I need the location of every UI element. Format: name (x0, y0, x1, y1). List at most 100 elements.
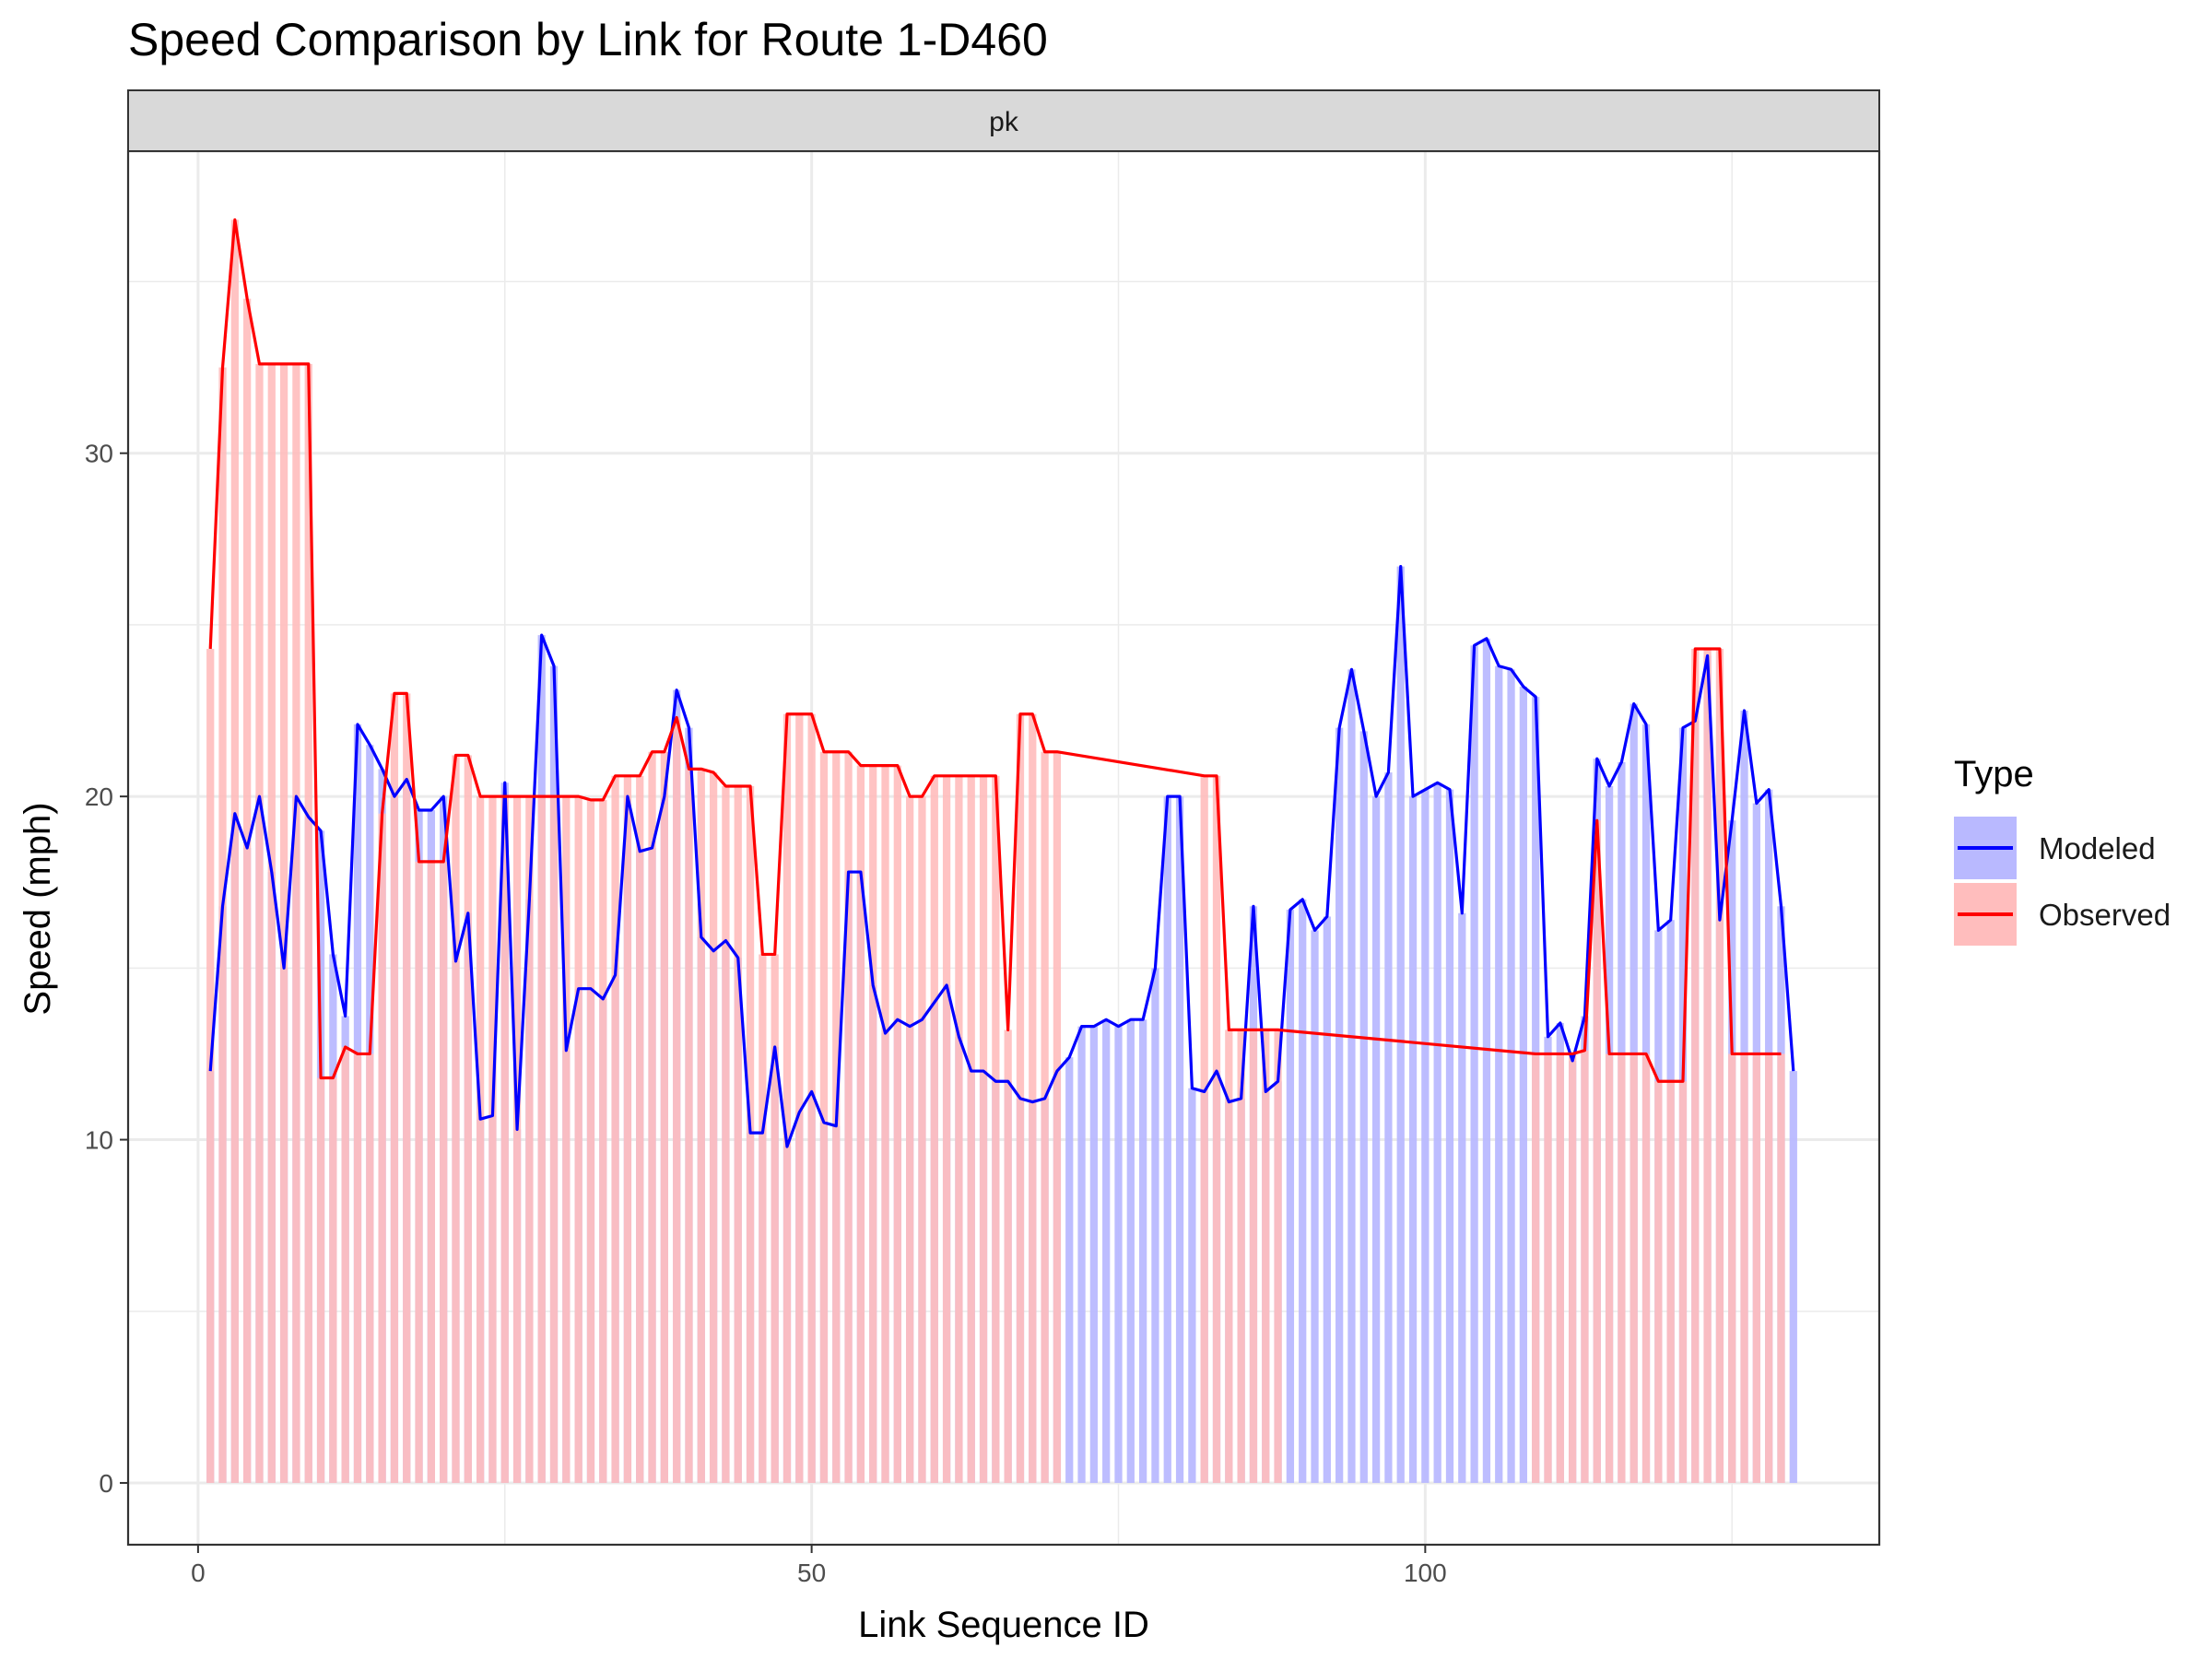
series-lines (208, 218, 1795, 1148)
observed-bar (427, 861, 435, 1483)
observed-bar (942, 775, 951, 1483)
y-axis-ticks: 0 10 20 30 (85, 440, 128, 1498)
observed-bar (918, 796, 926, 1483)
observed-bar (562, 796, 571, 1483)
observed-bar (1544, 1053, 1552, 1483)
observed-bar (1605, 1053, 1614, 1483)
modeled-bar (1151, 968, 1159, 1483)
observed-bar (403, 693, 411, 1483)
observed-bar (967, 775, 975, 1483)
observed-bar (1262, 1030, 1270, 1483)
observed-bar (660, 751, 668, 1483)
observed-bar (1715, 649, 1724, 1483)
modeled-bar (1458, 912, 1466, 1483)
modeled-bar (1396, 566, 1405, 1483)
legend-key-observed (1954, 883, 2017, 946)
modeled-bar (1408, 796, 1418, 1483)
observed-bar (844, 751, 853, 1483)
observed-bar (329, 1077, 337, 1483)
observed-bar (549, 796, 559, 1483)
observed-bar (452, 755, 460, 1483)
observed-bar (795, 713, 804, 1483)
modeled-bar (1299, 899, 1307, 1483)
observed-bar (1678, 1081, 1688, 1483)
observed-bar (574, 796, 582, 1483)
modeled-bar (1138, 1019, 1147, 1483)
observed-bar (255, 363, 264, 1483)
observed-bar (1581, 1050, 1589, 1483)
modeled-bar (1445, 789, 1454, 1483)
observed-bar (1212, 775, 1221, 1483)
observed-bar (893, 765, 901, 1483)
modeled-bar (1102, 1019, 1111, 1483)
legend-item-observed: Observed (1954, 883, 2212, 947)
observed-bar (1532, 1053, 1540, 1483)
modeled-bar (1335, 727, 1344, 1483)
observed-bar (623, 775, 632, 1483)
observed-bar (819, 751, 829, 1483)
observed-bar (979, 775, 988, 1483)
observed-bar (1593, 820, 1601, 1483)
chart-title: Speed Comparison by Link for Route 1-D46… (128, 14, 1048, 65)
observed-bar (1630, 1053, 1638, 1483)
observed-bar (1237, 1030, 1245, 1483)
modeled-bar (1077, 1026, 1086, 1483)
x-tick-label: 100 (1404, 1559, 1447, 1587)
observed-bar (586, 799, 595, 1483)
modeled-bar (1433, 782, 1441, 1483)
observed-bar (525, 796, 534, 1483)
y-tick-label: 10 (85, 1126, 113, 1155)
y-axis-title: Speed (mph) (18, 802, 58, 1015)
modeled-bar (1470, 645, 1478, 1483)
observed-bar (1752, 1053, 1760, 1483)
observed-bar (1004, 1030, 1012, 1483)
observed-bar (1053, 751, 1062, 1483)
observed-bar (279, 363, 288, 1483)
facet-strip: pk (127, 89, 1880, 152)
modeled-bar (1188, 1088, 1196, 1483)
observed-bar (366, 1053, 374, 1483)
observed-bar (1618, 1053, 1626, 1483)
modeled-bar (1482, 638, 1491, 1483)
y-tick-label: 20 (85, 782, 113, 811)
observed-bar (636, 775, 644, 1483)
observed-bar (955, 775, 963, 1483)
observed-bar (304, 363, 312, 1483)
observed-bar (599, 799, 607, 1483)
observed-bar (881, 765, 889, 1483)
observed-bar (1274, 1030, 1282, 1483)
observed-bar (512, 796, 522, 1483)
observed-bar (759, 954, 767, 1483)
modeled-bar (1286, 910, 1295, 1483)
observed-bar (353, 1053, 362, 1483)
observed-bar (500, 796, 509, 1483)
observed-bar (1691, 649, 1700, 1483)
observed-bar (341, 1047, 349, 1483)
observed-bar (1765, 1053, 1773, 1483)
observed-bar (1666, 1081, 1675, 1483)
observed-bar (1200, 775, 1208, 1483)
observed-bar (673, 717, 681, 1483)
observed-bar (685, 769, 693, 1483)
observed-bar (746, 785, 755, 1483)
observed-bar (1740, 1053, 1748, 1483)
observed-bar (316, 1077, 325, 1483)
observed-bar (734, 785, 742, 1483)
observed-bar (1654, 1081, 1663, 1483)
observed-bar (697, 769, 705, 1483)
y-tick-label: 30 (85, 440, 113, 468)
facet-label: pk (989, 107, 1019, 137)
observed-line (208, 218, 1782, 1083)
observed-bar (1777, 1053, 1785, 1483)
legend-key-modeled (1954, 817, 2017, 879)
observed-bar (477, 796, 485, 1483)
modeled-bar (1347, 669, 1356, 1483)
modeled-bar (1519, 686, 1528, 1483)
observed-bar (415, 861, 423, 1483)
observed-bar (771, 954, 779, 1483)
observed-bar (648, 751, 656, 1483)
x-tick-label: 50 (797, 1559, 826, 1587)
legend-line-modeled (1958, 846, 2013, 850)
observed-bar (869, 765, 877, 1483)
